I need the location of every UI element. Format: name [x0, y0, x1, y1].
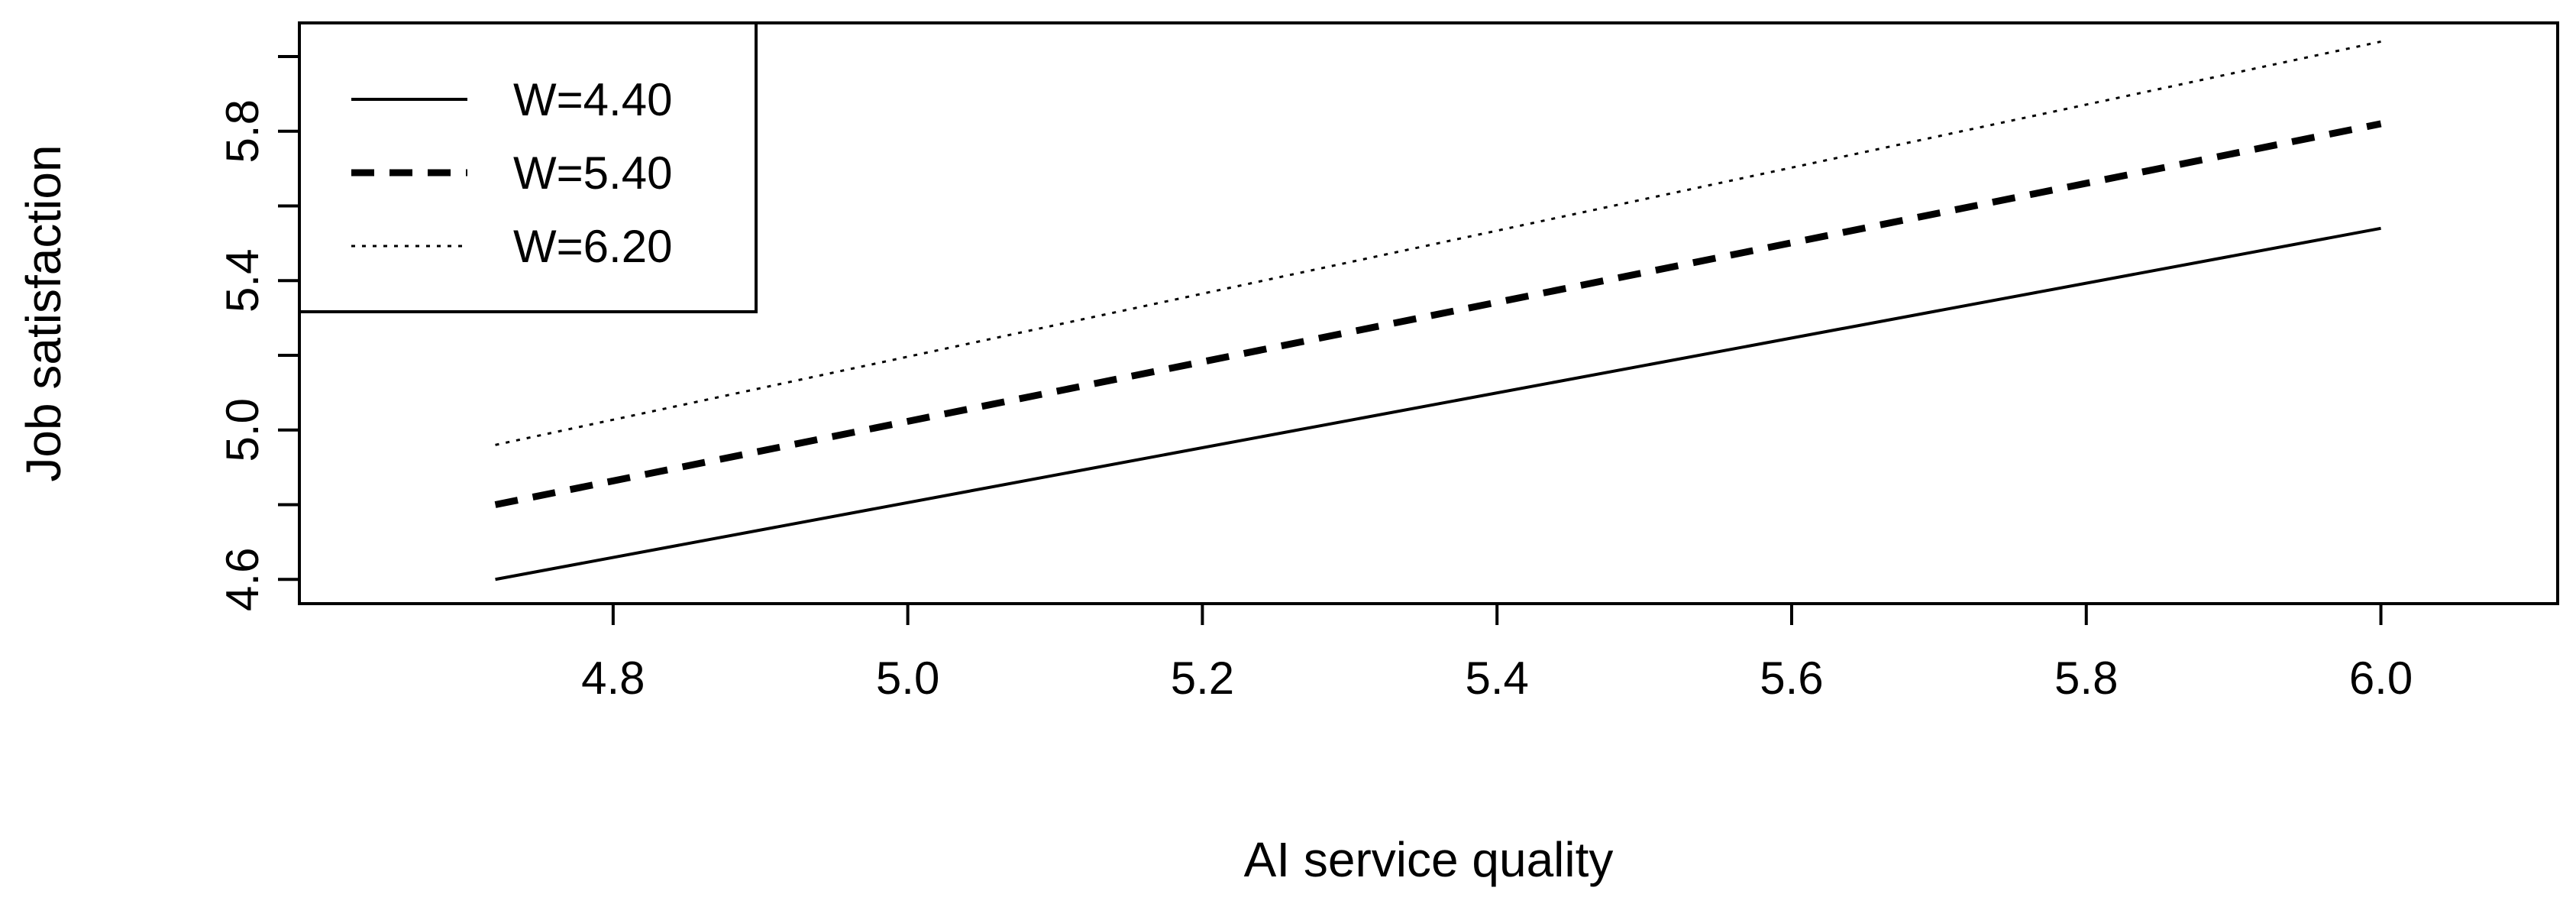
legend: W=4.40 W=5.40 W=6.20: [298, 21, 758, 313]
series-line-2: [494, 120, 2382, 508]
legend-label: W=4.40: [513, 74, 672, 125]
series-line-3: [495, 40, 2381, 446]
y-axis-title: Job satisfaction: [16, 144, 71, 481]
legend-label: W=6.20: [513, 221, 672, 272]
x-tick-label: 4.8: [581, 653, 645, 704]
series-line-1: [495, 226, 2381, 581]
y-tick-label: 5.4: [217, 249, 268, 313]
x-tick-label: 5.8: [2054, 653, 2118, 704]
legend-box: [298, 21, 758, 313]
y-tick-label: 5.0: [217, 398, 268, 462]
x-tick-label: 5.2: [1171, 653, 1234, 704]
y-tick-label: 5.8: [217, 99, 268, 163]
y-axis: 4.6 5.0 5.4 5.8: [217, 54, 301, 611]
x-axis-title: AI service quality: [1244, 832, 1614, 887]
x-tick-label: 5.0: [876, 653, 939, 704]
x-axis: 4.8 5.0 5.2 5.4 5.6 5.8 6.0: [581, 602, 2413, 704]
series-lines: [494, 40, 2382, 581]
y-tick-label: 4.6: [217, 548, 268, 611]
legend-label: W=5.40: [513, 147, 672, 199]
x-tick-label: 6.0: [2349, 653, 2413, 704]
x-tick-label: 5.6: [1760, 653, 1823, 704]
x-tick-label: 5.4: [1465, 653, 1528, 704]
